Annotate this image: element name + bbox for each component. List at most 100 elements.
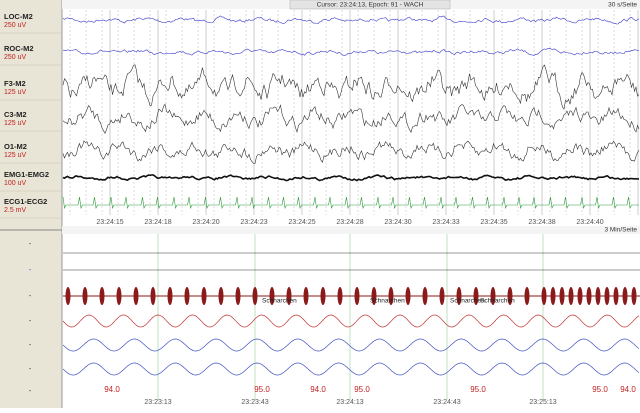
time-label: 23:24:43 bbox=[433, 399, 460, 406]
time-label: 23:24:20 bbox=[192, 219, 219, 226]
time-label: 23:24:13 bbox=[336, 399, 363, 406]
time-label: 23:24:40 bbox=[576, 219, 603, 226]
snore-burst bbox=[405, 287, 411, 305]
row-label: - bbox=[29, 241, 32, 248]
snore-burst bbox=[303, 287, 309, 305]
row-label: - bbox=[29, 267, 32, 274]
annotation: Schnarchen bbox=[450, 298, 485, 305]
channel-name: O1-M2 bbox=[4, 142, 27, 151]
snore-burst bbox=[133, 287, 139, 305]
snore-burst bbox=[150, 287, 156, 305]
overview-bar bbox=[62, 226, 640, 234]
snore-burst bbox=[65, 287, 71, 305]
cursor-info: Cursor: 23:24:13, Epoch: 91 - WACH bbox=[317, 2, 424, 9]
snore-burst bbox=[559, 287, 565, 305]
eeg-trace bbox=[62, 15, 640, 25]
snore-burst bbox=[82, 287, 88, 305]
spo2-value: 94.0 bbox=[104, 385, 120, 394]
snore-burst bbox=[568, 287, 574, 305]
snore-burst bbox=[235, 287, 241, 305]
time-label: 23:24:30 bbox=[384, 219, 411, 226]
annotation: Schnarchen bbox=[370, 298, 405, 305]
channel-gain: 2.5 mV bbox=[4, 207, 27, 214]
resp-trace bbox=[62, 314, 640, 328]
annotation: Schnarchen bbox=[480, 298, 515, 305]
channel-gain: 125 uV bbox=[4, 152, 27, 159]
eeg-trace bbox=[62, 140, 640, 164]
snore-burst bbox=[99, 287, 105, 305]
label-panel bbox=[0, 0, 62, 408]
snore-burst bbox=[524, 287, 530, 305]
snore-burst bbox=[550, 287, 556, 305]
snore-burst bbox=[541, 287, 547, 305]
time-label: 23:24:35 bbox=[480, 219, 507, 226]
snore-burst bbox=[218, 287, 224, 305]
snore-burst bbox=[604, 287, 610, 305]
spo2-value: 94.0 bbox=[310, 385, 326, 394]
snore-burst bbox=[613, 287, 619, 305]
time-label: 23:24:33 bbox=[432, 219, 459, 226]
snore-burst bbox=[622, 287, 628, 305]
snore-burst bbox=[422, 287, 428, 305]
channel-gain: 250 uV bbox=[4, 22, 27, 29]
snore-burst bbox=[507, 287, 513, 305]
time-label: 23:23:43 bbox=[241, 399, 268, 406]
cursor-box bbox=[289, 0, 451, 10]
row-label: - bbox=[29, 293, 32, 300]
snore-burst bbox=[388, 287, 394, 305]
snore-burst bbox=[252, 287, 258, 305]
row-label: - bbox=[29, 318, 32, 325]
channel-name: C3-M2 bbox=[4, 110, 27, 119]
time-label: 23:24:25 bbox=[288, 219, 315, 226]
snore-burst bbox=[320, 287, 326, 305]
time-label: 23:24:28 bbox=[336, 219, 363, 226]
channel-name: LOC-M2 bbox=[4, 12, 33, 21]
snore-burst bbox=[184, 287, 190, 305]
snore-burst bbox=[456, 287, 462, 305]
time-label: 23:25:13 bbox=[529, 399, 556, 406]
eeg-trace bbox=[62, 103, 640, 134]
overview-scale: 3 Min/Seite bbox=[604, 227, 637, 234]
channel-name: F3-M2 bbox=[4, 79, 26, 88]
row-label: - bbox=[29, 366, 32, 373]
channel-name: ROC-M2 bbox=[4, 44, 34, 53]
spo2-value: 95.0 bbox=[254, 385, 270, 394]
time-label: 23:24:15 bbox=[96, 219, 123, 226]
spo2-value: 95.0 bbox=[354, 385, 370, 394]
snore-burst bbox=[286, 287, 292, 305]
snore-burst bbox=[269, 287, 275, 305]
eeg-trace bbox=[62, 48, 640, 56]
snore-burst bbox=[473, 287, 479, 305]
channel-name: EMG1-EMG2 bbox=[4, 170, 49, 179]
eeg-trace bbox=[62, 174, 640, 182]
row-label: - bbox=[29, 388, 32, 395]
spo2-value: 95.0 bbox=[592, 385, 608, 394]
snore-burst bbox=[116, 287, 122, 305]
snore-burst bbox=[586, 287, 592, 305]
channel-gain: 125 uV bbox=[4, 120, 27, 127]
snore-burst bbox=[167, 287, 173, 305]
channel-gain: 250 uV bbox=[4, 54, 27, 61]
snore-burst bbox=[631, 287, 637, 305]
snore-burst bbox=[201, 287, 207, 305]
resp-trace bbox=[62, 338, 640, 352]
annotation: Schnarchen bbox=[262, 298, 297, 305]
snore-burst bbox=[595, 287, 601, 305]
eeg-trace bbox=[62, 196, 639, 210]
snore-burst bbox=[577, 287, 583, 305]
channel-gain: 100 uV bbox=[4, 180, 27, 187]
snore-burst bbox=[439, 287, 445, 305]
spo2-value: 95.0 bbox=[470, 385, 486, 394]
channel-gain: 125 uV bbox=[4, 89, 27, 96]
snore-burst bbox=[490, 287, 496, 305]
time-label: 23:23:13 bbox=[144, 399, 171, 406]
time-label: 23:24:38 bbox=[528, 219, 555, 226]
snore-burst bbox=[337, 287, 343, 305]
spo2-value: 94.0 bbox=[620, 385, 636, 394]
time-label: 23:24:23 bbox=[240, 219, 267, 226]
eeg-trace bbox=[62, 64, 640, 110]
row-label: - bbox=[29, 342, 32, 349]
resp-trace bbox=[62, 362, 640, 376]
